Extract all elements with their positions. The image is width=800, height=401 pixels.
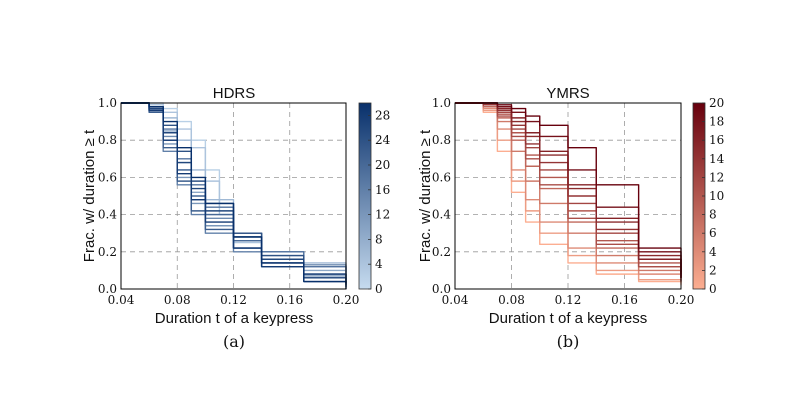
- x-tick-label: 0.16: [611, 293, 638, 307]
- x-tick-label: 0.04: [108, 293, 135, 307]
- y-tick-label: 1.0: [98, 96, 117, 110]
- colorbar-tick-label: 28: [375, 108, 390, 122]
- y-tick-label: 0.0: [432, 282, 451, 296]
- series-line: [121, 102, 347, 282]
- colorbar-tick-label: 14: [709, 152, 725, 166]
- x-tick-label: 0.04: [442, 293, 469, 307]
- y-tick-label: 0.4: [432, 208, 451, 222]
- y-tick-label: 0.2: [98, 245, 117, 259]
- x-tick-label: 0.20: [668, 293, 695, 307]
- colorbar-tick-label: 20: [709, 96, 724, 110]
- series-lines: [121, 102, 347, 289]
- colorbar: 0 4 8 12 16 20 24 28: [358, 102, 391, 296]
- panel-ymrs: YMRS Frac. w/ duration ≥ t Duration t of…: [417, 85, 725, 351]
- colorbar-tick-label: 0: [709, 282, 717, 296]
- colorbar-tick-label: 4: [709, 245, 717, 259]
- colorbar-tick-label: 18: [709, 115, 724, 129]
- axis-ticks: 0.04 0.08 0.12 0.16 0.20 0.0 0.2 0.4 0.6…: [432, 96, 694, 307]
- colorbar-tick-label: 8: [709, 208, 717, 222]
- y-tick-label: 0.4: [98, 208, 117, 222]
- colorbar-tick-label: 12: [709, 170, 724, 184]
- y-tick-label: 1.0: [432, 96, 451, 110]
- colorbar-tick-label: 0: [375, 282, 383, 296]
- x-tick-label: 0.12: [220, 293, 247, 307]
- colorbar: 0 2 4 6 8 10 12 14 16 18 20: [692, 96, 725, 296]
- colorbar-ticks: 0 4 8 12 16 20 24 28: [375, 108, 391, 296]
- x-tick-label: 0.12: [555, 293, 582, 307]
- series-line: [121, 102, 347, 280]
- y-tick-label: 0.6: [432, 170, 451, 184]
- x-tick-label: 0.20: [333, 293, 360, 307]
- colorbar-gradient: [358, 102, 372, 290]
- x-tick-label: 0.16: [276, 293, 303, 307]
- y-tick-label: 0.2: [432, 245, 451, 259]
- subfigure-label: (a): [223, 332, 245, 351]
- x-axis-label: Duration t of a keypress: [489, 310, 647, 327]
- plot-frame: [454, 102, 682, 290]
- x-tick-label: 0.08: [498, 293, 525, 307]
- series-line: [121, 102, 347, 289]
- colorbar-tick-label: 20: [375, 158, 390, 172]
- series-line: [121, 102, 347, 282]
- axis-ticks: 0.04 0.08 0.12 0.16 0.20 0.0 0.2 0.4 0.6…: [98, 96, 359, 307]
- colorbar-tick-label: 12: [375, 208, 390, 222]
- colorbar-ticks: 0 2 4 6 8 10 12 14 16 18 20: [709, 96, 725, 296]
- chart-title: HDRS: [213, 85, 256, 102]
- y-axis-label: Frac. w/ duration ≥ t: [81, 129, 98, 262]
- panel-hdrs: HDRS Frac. w/ duration ≥ t Duration t of…: [81, 85, 391, 351]
- chart-title: YMRS: [546, 85, 589, 102]
- series-line: [121, 102, 347, 280]
- subfigure-label: (b): [557, 332, 580, 351]
- series-lines: [455, 102, 682, 286]
- grid: [121, 103, 346, 289]
- y-axis-label: Frac. w/ duration ≥ t: [417, 129, 434, 262]
- colorbar-tick-label: 10: [709, 189, 724, 203]
- y-tick-label: 0.0: [98, 282, 117, 296]
- colorbar-tick-label: 4: [375, 257, 383, 271]
- x-axis-label: Duration t of a keypress: [155, 310, 313, 327]
- colorbar-tick-label: 16: [709, 133, 724, 147]
- plot-frame: [120, 102, 347, 290]
- y-tick-label: 0.6: [98, 170, 117, 184]
- series-line: [455, 102, 682, 282]
- colorbar-tick-label: 2: [709, 263, 717, 277]
- y-tick-label: 0.8: [432, 133, 451, 147]
- colorbar-tick-label: 24: [375, 133, 391, 147]
- colorbar-tick-label: 8: [375, 232, 383, 246]
- colorbar-tick-label: 16: [375, 183, 390, 197]
- x-tick-label: 0.08: [164, 293, 191, 307]
- colorbar-tick-label: 6: [709, 226, 717, 240]
- y-tick-label: 0.8: [98, 133, 117, 147]
